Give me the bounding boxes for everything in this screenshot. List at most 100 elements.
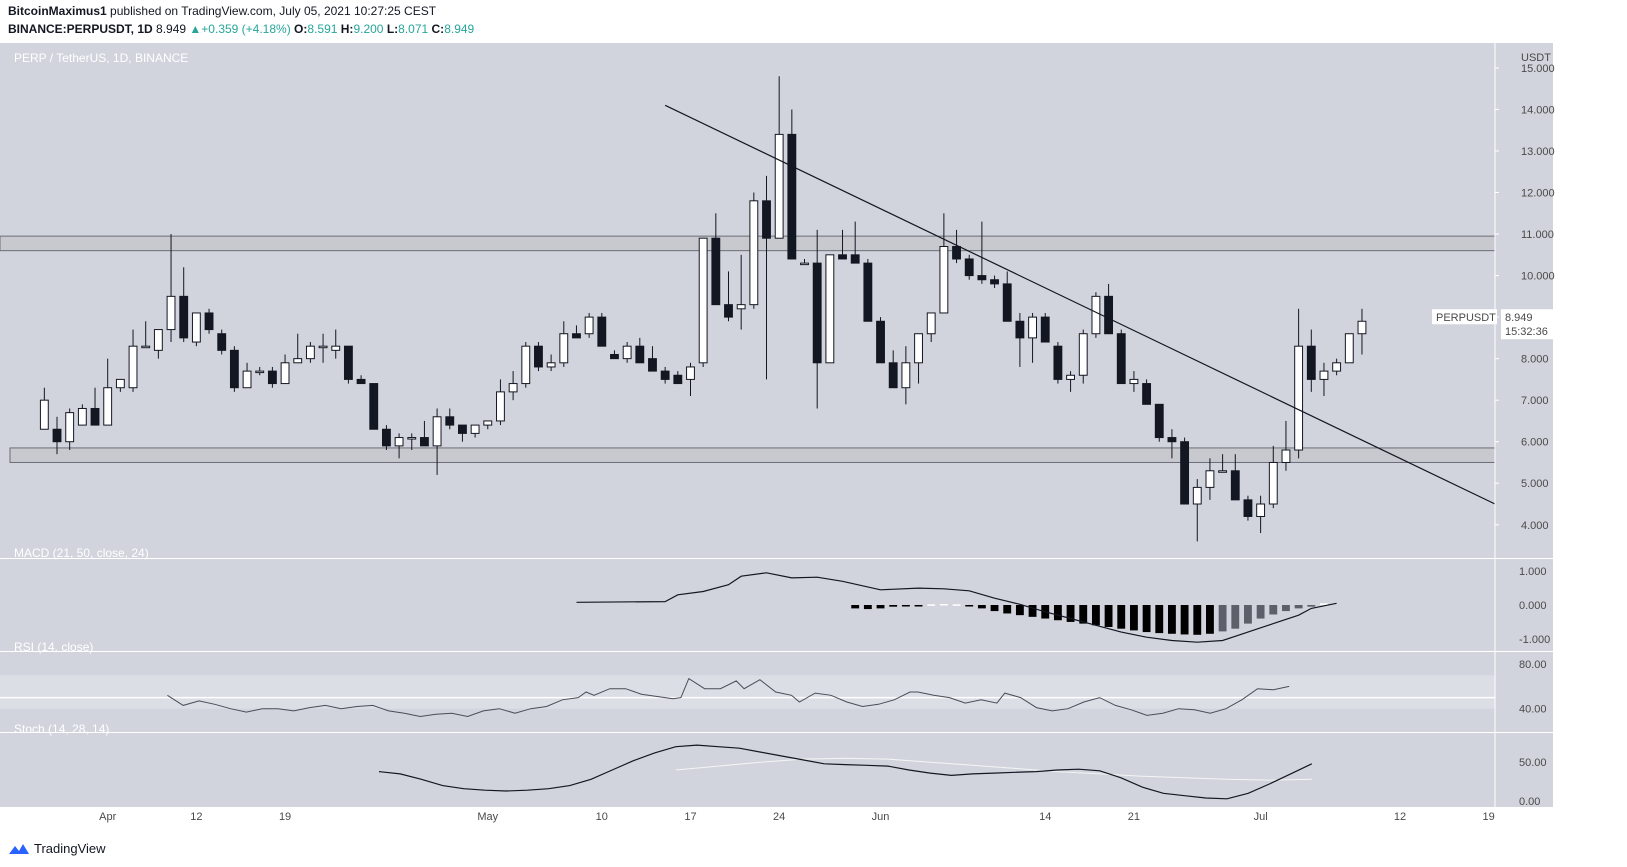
candle-down (977, 275, 987, 281)
candle-up (39, 399, 49, 430)
candle-down (724, 304, 733, 318)
candle-up (115, 378, 125, 389)
candle-up (1205, 470, 1215, 488)
low-value: 8.071 (398, 22, 429, 36)
stoch-pane-bg (0, 733, 1553, 807)
y-axis[interactable]: 4.0005.0006.0007.0008.0009.00010.00011.0… (1494, 43, 1555, 823)
candle-down (458, 424, 467, 434)
macd-histogram-bar (1003, 605, 1012, 614)
macd-histogram-bar (914, 605, 923, 607)
candle-up (1294, 345, 1304, 451)
candle-up (1218, 470, 1228, 473)
time-tick-label: 24 (773, 811, 785, 823)
macd-histogram-bar (1117, 605, 1126, 629)
descending-trendline[interactable] (664, 104, 1496, 505)
candle-up (939, 246, 949, 314)
chart-canvas[interactable]: 4.0005.0006.0007.0008.0009.00010.00011.0… (0, 43, 1627, 823)
macd-histogram-bar (1206, 605, 1214, 634)
candle-down (1015, 320, 1025, 339)
stoch-tick-label: 0.00 (1519, 796, 1540, 808)
candle-up (255, 370, 265, 374)
low-label: L: (386, 22, 399, 36)
x-axis[interactable]: Apr 12 19 May 10 17 24 Jun 14 21 Jul 12 19 (0, 808, 1553, 823)
candle-up (926, 312, 936, 335)
candle-up (331, 345, 341, 351)
candle-up (1078, 333, 1088, 376)
macd-histogram-bar (1180, 605, 1189, 635)
time-tick-label: May (477, 811, 498, 823)
macd-histogram-bar (1256, 605, 1265, 619)
last-price: 8.949 (156, 22, 187, 36)
candle-up (103, 387, 113, 426)
candle-down (850, 254, 860, 264)
price-tick-label: 15.000 (1521, 63, 1555, 75)
macd-histogram-bar (1028, 605, 1037, 617)
candle-up (483, 420, 493, 426)
macd-histogram-bar (1091, 605, 1100, 626)
trendline-layer[interactable] (664, 104, 1496, 505)
symbol-tag: PERPUSDT (1436, 312, 1496, 324)
open-label: O: (294, 22, 308, 36)
candle-up (1129, 378, 1139, 385)
candle-down (1142, 383, 1152, 405)
price-tag-bg (1501, 309, 1553, 340)
candle-down (762, 200, 771, 239)
price-tick-label: 12.000 (1521, 188, 1555, 200)
resistance-zone[interactable] (0, 235, 1496, 252)
candle-down (267, 370, 277, 385)
candle-down (838, 254, 847, 260)
candle-up (901, 362, 911, 389)
candles-layer (39, 76, 1367, 542)
candle-up (914, 333, 923, 364)
rsi-tick-label: 80.00 (1519, 659, 1547, 671)
candle-up (1332, 362, 1342, 372)
candle-up (749, 200, 759, 306)
rsi-layer (0, 675, 1495, 718)
candle-down (356, 378, 366, 385)
macd-pane-title: MACD (21, 50, close, 24) (14, 546, 149, 560)
stoch-tick-label: 50.00 (1519, 757, 1547, 769)
macd-tick-label: -1.000 (1519, 634, 1550, 646)
candle-up (141, 345, 151, 349)
price-tick-label: 5.000 (1521, 478, 1549, 490)
candle-down (420, 437, 429, 447)
price-tick-label: 10.000 (1521, 271, 1555, 283)
candle-up (622, 345, 632, 360)
candle-up (293, 358, 303, 364)
candle-down (343, 345, 353, 380)
time-tick-label: Jul (1254, 811, 1268, 823)
candle-up (546, 362, 556, 368)
candle-up (1268, 461, 1278, 505)
candle-up (774, 133, 784, 239)
candle-up (318, 345, 328, 349)
candle-down (179, 295, 189, 339)
last-price-tag[interactable]: PERPUSDT 8.949 15:32:36 (1432, 309, 1553, 340)
high-value: 9.200 (353, 22, 384, 36)
candle-up (1256, 503, 1266, 517)
candle-up (686, 366, 695, 380)
candle-down (1053, 345, 1063, 380)
price-tick-label: 11.000 (1521, 229, 1554, 241)
support-zone[interactable] (9, 447, 1496, 463)
open-value: 8.591 (307, 22, 338, 36)
macd-histogram-bar (889, 605, 898, 607)
macd-histogram-bar (1066, 605, 1075, 622)
price-tick-label: 8.000 (1521, 354, 1549, 366)
candle-down (445, 416, 455, 426)
candle-up (1281, 449, 1291, 463)
time-tick-label: 10 (596, 811, 608, 823)
zones-layer (0, 235, 1496, 463)
candle-down (990, 279, 999, 285)
candle-up (1192, 486, 1202, 505)
stoch-layer (378, 744, 1313, 800)
candle-up (280, 362, 290, 385)
macd-histogram-bar (876, 605, 885, 609)
macd-histogram-bar (1079, 605, 1088, 624)
candle-up (521, 345, 531, 385)
author-name[interactable]: BitcoinMaximus1 (8, 4, 107, 18)
macd-layer (576, 572, 1337, 643)
footer-brand[interactable]: TradingView (8, 841, 106, 856)
macd-histogram-bar (901, 605, 910, 607)
candle-up (470, 424, 480, 434)
time-tick-label: 19 (279, 811, 291, 823)
